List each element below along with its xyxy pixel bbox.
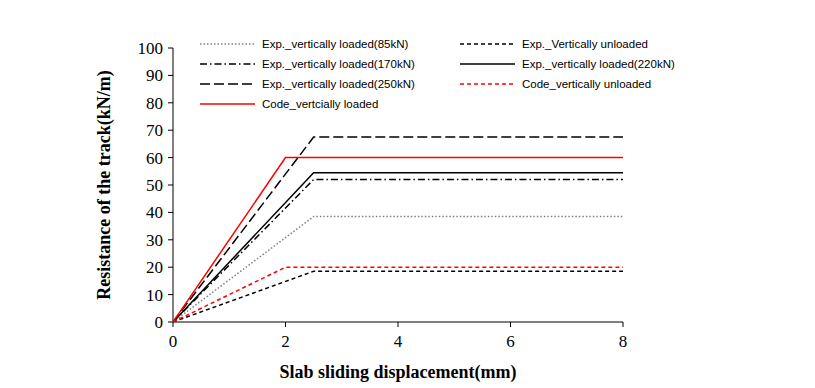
legend-label: Exp._vertically loaded(85kN) — [262, 38, 409, 50]
y-tick-label: 70 — [146, 121, 163, 140]
y-tick — [168, 48, 173, 49]
y-tick — [168, 102, 173, 103]
legend-swatch — [200, 63, 255, 65]
legend-label: Code_vertcially loaded — [262, 98, 378, 110]
x-tick — [510, 322, 511, 327]
legend-swatch — [460, 63, 515, 65]
series-line — [173, 158, 623, 322]
legend-swatch — [200, 43, 255, 45]
x-tick — [623, 322, 624, 327]
series-line — [173, 137, 623, 322]
y-tick — [168, 130, 173, 131]
y-tick-label: 0 — [155, 313, 164, 332]
legend-label: Exp._vertically loaded(250kN) — [262, 78, 415, 90]
y-tick — [168, 212, 173, 213]
legend-swatch — [200, 103, 255, 105]
series-line — [173, 267, 623, 322]
plot-area — [173, 137, 623, 322]
x-tick — [285, 322, 286, 327]
series-line — [173, 173, 623, 322]
y-tick-label: 90 — [146, 66, 163, 85]
x-tick — [173, 322, 174, 327]
chart: 0 10 20 30 40 50 60 70 80 90 100 0 2 4 6 8 Slab sliding … — [0, 0, 815, 388]
y-tick — [168, 267, 173, 268]
legend-label: Exp._vertically loaded(220kN) — [522, 58, 675, 70]
legend-swatch — [200, 83, 255, 85]
x-tick-label: 2 — [281, 332, 290, 351]
x-axis-label: Slab sliding displacement(mm) — [279, 362, 516, 383]
x-tick-label: 8 — [619, 332, 628, 351]
y-tick-label: 100 — [138, 39, 164, 58]
y-tick-label: 30 — [146, 231, 163, 250]
legend-label: Exp._Vertically unloaded — [522, 38, 648, 50]
legend-swatch — [460, 43, 515, 45]
y-tick — [168, 185, 173, 186]
y-tick-label: 10 — [146, 286, 163, 305]
x-tick-label: 4 — [394, 332, 403, 351]
y-tick — [168, 322, 173, 323]
y-tick-label: 20 — [146, 258, 163, 277]
y-axis-label: Resistance of the track(kN/m) — [94, 70, 115, 299]
legend-label: Code_vertically unloaded — [522, 78, 651, 90]
y-tick-label: 50 — [146, 176, 163, 195]
y-tick-label: 60 — [146, 149, 163, 168]
legend-label: Exp._vertically loaded(170kN) — [262, 58, 415, 70]
y-tick — [168, 75, 173, 76]
x-tick — [398, 322, 399, 327]
y-tick — [168, 294, 173, 295]
legend-swatch — [460, 83, 515, 85]
x-tick-label: 0 — [169, 332, 178, 351]
y-tick — [168, 157, 173, 158]
y-tick — [168, 239, 173, 240]
x-tick-label: 6 — [506, 332, 515, 351]
series-line — [173, 271, 623, 322]
y-tick-label: 80 — [146, 94, 163, 113]
y-tick-label: 40 — [146, 203, 163, 222]
